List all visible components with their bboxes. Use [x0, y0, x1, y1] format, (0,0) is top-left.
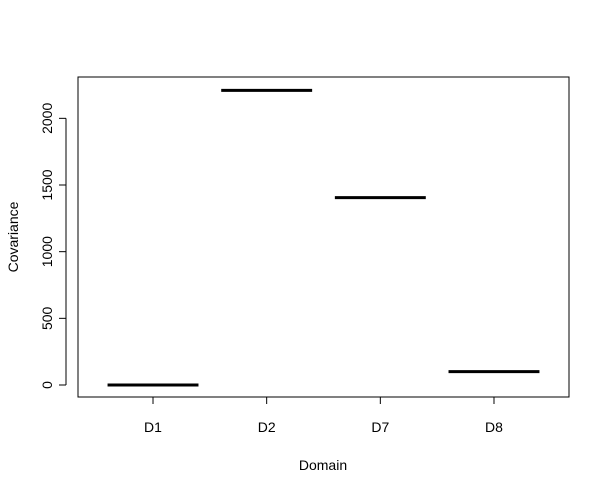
y-axis-title: Covariance [5, 201, 21, 272]
y-tick-label: 1500 [39, 169, 55, 200]
box-medians [107, 88, 540, 387]
y-tick-label: 2000 [39, 103, 55, 134]
x-tick-label: D1 [144, 419, 162, 435]
y-tick-label: 0 [39, 381, 55, 389]
plot-frame [77, 76, 570, 398]
y-tick-label: 1000 [39, 236, 55, 267]
x-tick-label: D7 [371, 419, 389, 435]
y-tick-label: 500 [39, 306, 55, 330]
x-axis: D1 D2 D7 D8 [144, 396, 503, 435]
x-axis-title: Domain [299, 457, 347, 473]
x-tick-label: D8 [485, 419, 503, 435]
y-axis: 0 500 1000 1500 2000 [39, 103, 67, 389]
x-tick-label: D2 [258, 419, 276, 435]
